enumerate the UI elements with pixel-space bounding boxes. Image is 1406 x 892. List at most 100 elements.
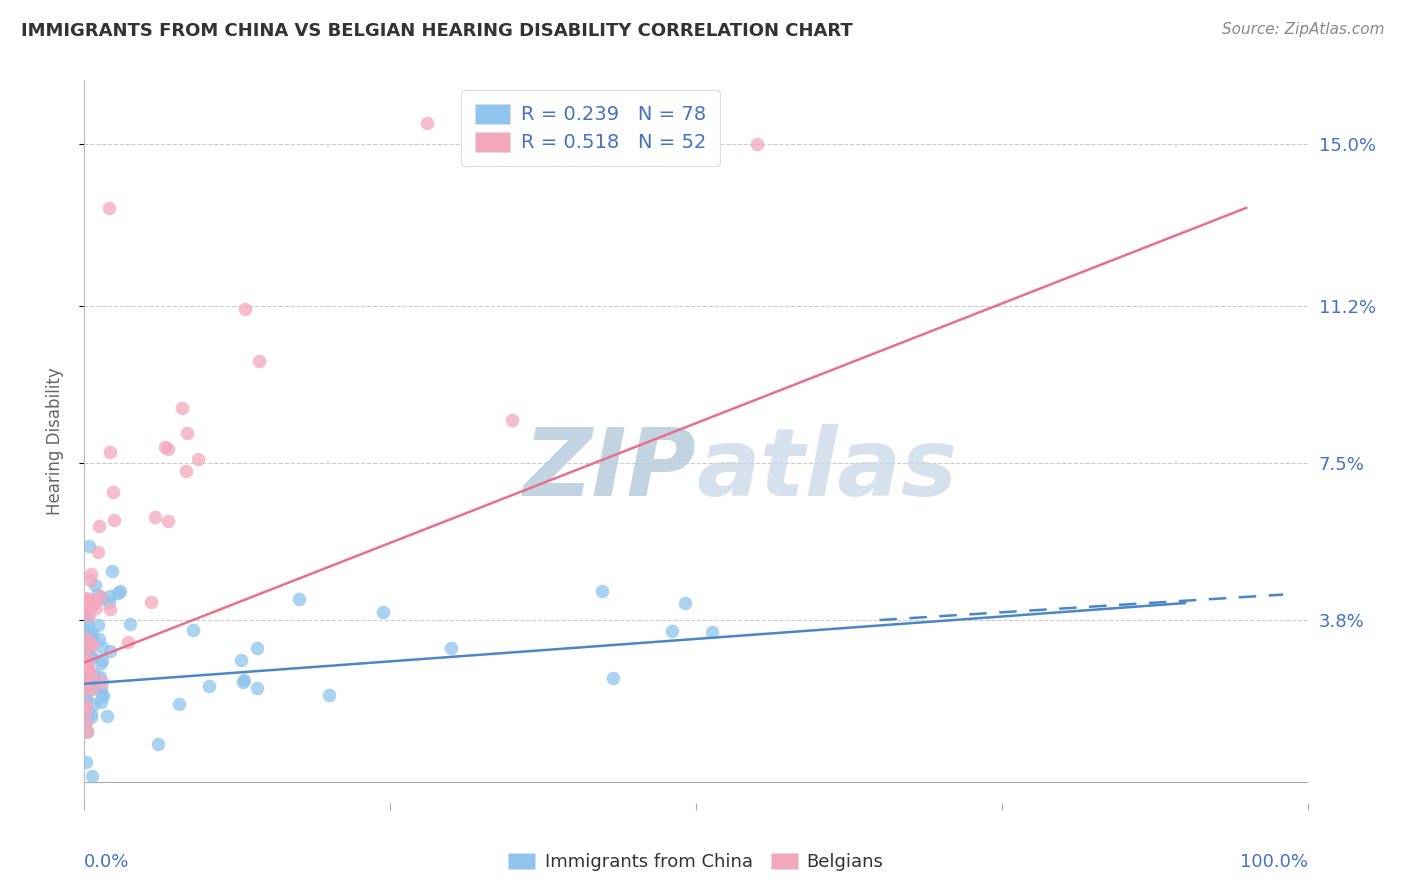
Point bbox=[80, 566, 103, 581]
Point bbox=[77, 661, 100, 675]
Point bbox=[167, 697, 190, 711]
Point bbox=[141, 595, 163, 609]
Text: ZIP: ZIP bbox=[523, 425, 696, 516]
Point bbox=[75, 643, 97, 657]
Point bbox=[87, 632, 110, 647]
Point bbox=[247, 353, 270, 368]
Text: Source: ZipAtlas.com: Source: ZipAtlas.com bbox=[1222, 22, 1385, 37]
Point bbox=[146, 737, 169, 751]
Point bbox=[76, 647, 98, 661]
Point bbox=[246, 641, 269, 656]
Point bbox=[591, 583, 613, 598]
Point bbox=[86, 544, 108, 558]
Point bbox=[90, 695, 112, 709]
Point bbox=[181, 623, 204, 637]
Point bbox=[83, 697, 105, 711]
Point bbox=[91, 640, 114, 654]
Point bbox=[76, 654, 98, 668]
Point bbox=[76, 669, 98, 683]
Point bbox=[86, 588, 108, 602]
Y-axis label: Hearing Disability: Hearing Disability bbox=[45, 368, 63, 516]
Point bbox=[90, 591, 112, 605]
Point bbox=[80, 706, 103, 721]
Point bbox=[108, 583, 131, 598]
Point bbox=[80, 634, 103, 648]
Point bbox=[75, 692, 97, 706]
Point bbox=[76, 657, 98, 672]
Point bbox=[75, 714, 97, 728]
Point bbox=[75, 698, 97, 713]
Text: 100.0%: 100.0% bbox=[1240, 854, 1308, 871]
Point bbox=[75, 692, 97, 706]
Point bbox=[79, 681, 101, 696]
Point bbox=[75, 672, 97, 686]
Point bbox=[103, 485, 125, 500]
Point bbox=[89, 589, 111, 603]
Point bbox=[233, 302, 256, 317]
Point bbox=[77, 609, 100, 624]
Point bbox=[176, 425, 198, 440]
Point bbox=[75, 599, 97, 613]
Point bbox=[373, 606, 395, 620]
Point bbox=[174, 464, 197, 478]
Point bbox=[198, 679, 221, 693]
Point bbox=[98, 602, 121, 616]
Point bbox=[89, 671, 111, 685]
Text: IMMIGRANTS FROM CHINA VS BELGIAN HEARING DISABILITY CORRELATION CHART: IMMIGRANTS FROM CHINA VS BELGIAN HEARING… bbox=[21, 22, 853, 40]
Point bbox=[246, 681, 269, 695]
Point bbox=[76, 634, 98, 648]
Point bbox=[75, 604, 97, 618]
Point bbox=[98, 590, 121, 604]
Point bbox=[107, 586, 129, 600]
Point bbox=[232, 673, 254, 687]
Point bbox=[75, 649, 97, 664]
Point bbox=[79, 573, 101, 587]
Point bbox=[76, 607, 98, 621]
Point bbox=[83, 667, 105, 681]
Point bbox=[75, 703, 97, 717]
Point bbox=[80, 769, 103, 783]
Point bbox=[82, 638, 104, 652]
Point bbox=[83, 593, 105, 607]
Point bbox=[103, 513, 125, 527]
Point bbox=[75, 592, 97, 607]
Text: 0.0%: 0.0% bbox=[84, 854, 129, 871]
Point bbox=[91, 653, 114, 667]
Point bbox=[77, 677, 100, 691]
Point bbox=[80, 599, 103, 613]
Point bbox=[76, 638, 98, 652]
Point bbox=[82, 631, 104, 645]
Point bbox=[82, 678, 104, 692]
Point bbox=[700, 624, 723, 639]
Point bbox=[75, 708, 97, 723]
Point bbox=[232, 675, 254, 690]
Point bbox=[76, 624, 98, 639]
Point bbox=[75, 676, 97, 690]
Point bbox=[75, 612, 97, 626]
Point bbox=[187, 451, 209, 466]
Point bbox=[76, 724, 98, 739]
Point bbox=[84, 578, 107, 592]
Point bbox=[75, 591, 97, 605]
Point bbox=[602, 672, 624, 686]
Point bbox=[79, 539, 101, 553]
Point bbox=[75, 682, 97, 697]
Point bbox=[229, 653, 252, 667]
Point bbox=[91, 689, 114, 703]
Point bbox=[90, 689, 112, 703]
Point bbox=[77, 666, 100, 681]
Point bbox=[145, 510, 167, 524]
Point bbox=[90, 656, 112, 670]
Point bbox=[98, 644, 121, 658]
Point bbox=[76, 669, 98, 683]
Point bbox=[90, 675, 112, 690]
Point bbox=[80, 710, 103, 724]
Point bbox=[84, 600, 107, 615]
Point bbox=[97, 595, 120, 609]
Point bbox=[75, 632, 97, 646]
Point bbox=[440, 640, 463, 655]
Point bbox=[75, 632, 97, 646]
Point bbox=[75, 639, 97, 653]
Point bbox=[661, 624, 683, 638]
Point bbox=[80, 598, 103, 612]
